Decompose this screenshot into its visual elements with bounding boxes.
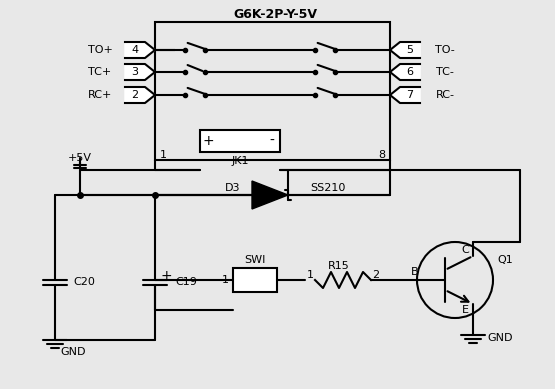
Text: -: - (270, 134, 274, 148)
Text: C19: C19 (175, 277, 197, 287)
Text: TO+: TO+ (88, 45, 113, 55)
Bar (233, 268, 277, 292)
Text: TO-: TO- (435, 45, 455, 55)
Text: +: + (160, 269, 171, 283)
Polygon shape (252, 181, 288, 209)
Text: RC+: RC+ (88, 90, 112, 100)
Bar (155, 22, 390, 160)
Text: G6K-2P-Y-5V: G6K-2P-Y-5V (233, 7, 317, 21)
Text: 1: 1 (160, 150, 167, 160)
Text: SS210: SS210 (310, 183, 345, 193)
Text: TC+: TC+ (88, 67, 112, 77)
Text: JK1: JK1 (231, 156, 249, 166)
Polygon shape (125, 64, 155, 80)
Text: GND: GND (60, 347, 85, 357)
Text: TC-: TC- (436, 67, 454, 77)
Text: D3: D3 (225, 183, 240, 193)
Text: 6: 6 (406, 67, 413, 77)
Text: SWI: SWI (244, 255, 266, 265)
Text: 5: 5 (406, 45, 413, 55)
Text: 2: 2 (132, 90, 139, 100)
Text: C20: C20 (73, 277, 95, 287)
Text: 1: 1 (306, 270, 314, 280)
Text: +: + (202, 134, 214, 148)
Text: 1: 1 (221, 275, 229, 285)
Polygon shape (390, 42, 420, 58)
Text: 7: 7 (406, 90, 413, 100)
Text: C: C (461, 245, 469, 255)
Polygon shape (125, 42, 155, 58)
Text: +5V: +5V (68, 153, 92, 163)
Text: RC-: RC- (436, 90, 455, 100)
Text: 4: 4 (132, 45, 139, 55)
Text: 8: 8 (378, 150, 385, 160)
Polygon shape (125, 87, 155, 103)
Text: GND: GND (487, 333, 513, 343)
Text: Q1: Q1 (497, 255, 513, 265)
Text: R15: R15 (328, 261, 350, 271)
Polygon shape (390, 64, 420, 80)
Bar (200, 130, 280, 152)
Text: E: E (462, 305, 468, 315)
Text: 3: 3 (132, 67, 139, 77)
Polygon shape (390, 87, 420, 103)
Text: 2: 2 (372, 270, 380, 280)
Text: B: B (411, 267, 419, 277)
